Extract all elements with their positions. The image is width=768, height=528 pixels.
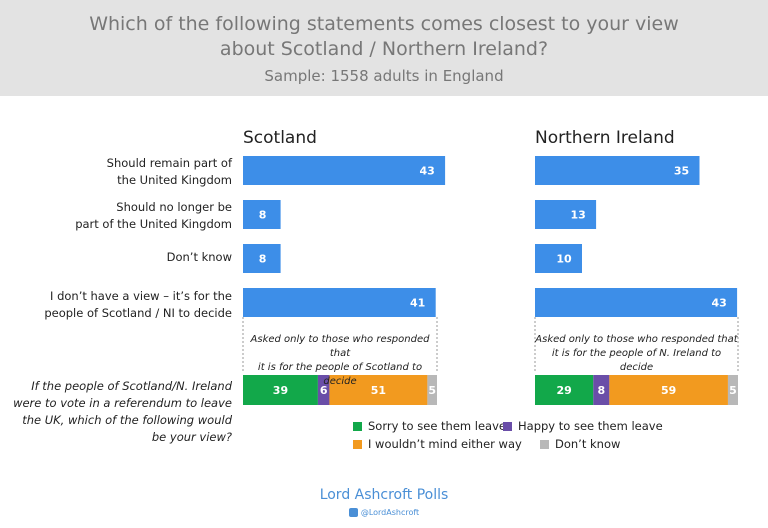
stack-label-northern-ireland-happy: 8: [597, 384, 605, 397]
stack-scotland-wouldnt-mind: [329, 375, 428, 405]
footer-handle: @LordAshcroft: [360, 508, 420, 517]
legend-item-wouldnt-mind: I wouldn’t mind either way: [353, 437, 522, 451]
stack-scotland-sorry: [243, 375, 318, 405]
header-banner: [0, 0, 768, 96]
bar-northern-ireland-leave: [535, 200, 597, 229]
bar-label-northern-ireland-leave: 13: [570, 209, 585, 222]
note-northern-ireland: Asked only to those who responded that i…: [535, 334, 738, 373]
bar-label-scotland-leave: 8: [259, 209, 267, 222]
stack-scotland-dont-know: [427, 375, 437, 405]
bar-scotland-dont-know: [243, 244, 281, 273]
panel-title-northern-ireland: Northern Ireland: [535, 128, 675, 148]
bar-label-northern-ireland-dont-know: 10: [556, 253, 572, 266]
chart-title-line2: about Scotland / Northern Ireland?: [219, 38, 549, 60]
legend-swatch-sorry: [353, 421, 362, 431]
row-label-leave: Should no longer be part of the United K…: [75, 200, 232, 231]
stack-northern-ireland-happy: [593, 375, 610, 405]
bar-northern-ireland-remain: [535, 156, 700, 185]
chart-subtitle: Sample: 1558 adults in England: [264, 67, 504, 85]
stack-label-scotland-sorry: 39: [273, 384, 288, 397]
row-label-referendum: If the people of Scotland/N. Ireland wer…: [13, 379, 232, 444]
row-label-dont-know: Don’t know: [166, 250, 232, 264]
legend-swatch-wouldnt-mind: [353, 439, 362, 449]
bar-label-scotland-dont-know: 8: [259, 253, 267, 266]
chart-title-line1: Which of the following statements comes …: [89, 13, 679, 35]
bar-label-northern-ireland-no-view: 43: [711, 297, 726, 310]
footer-brand: Lord Ashcroft Polls: [319, 487, 449, 503]
bar-northern-ireland-no-view: [535, 288, 738, 317]
bar-scotland-remain: [243, 156, 446, 185]
stack-northern-ireland-wouldnt-mind: [609, 375, 728, 405]
panel-title-scotland: Scotland: [243, 128, 317, 148]
stack-label-northern-ireland-wouldnt-mind: 59: [661, 384, 676, 397]
twitter-icon: [348, 508, 358, 517]
legend-item-dont-know: Don’t know: [540, 437, 620, 451]
legend-swatch-happy: [503, 421, 512, 431]
note-scotland: Asked only to those who responded that i…: [250, 334, 430, 387]
stack-scotland-happy: [317, 375, 330, 405]
legend-item-sorry: Sorry to see them leave: [353, 419, 506, 433]
stack-northern-ireland-sorry: [535, 375, 594, 405]
stack-label-scotland-dont-know: 5: [428, 384, 436, 397]
bar-scotland-no-view: [243, 288, 436, 317]
legend-swatch-dont-know: [540, 439, 549, 449]
bar-label-northern-ireland-remain: 35: [674, 165, 689, 178]
bar-scotland-leave: [243, 200, 281, 229]
stack-label-scotland-wouldnt-mind: 51: [371, 384, 386, 397]
bar-northern-ireland-dont-know: [535, 244, 582, 273]
stack-label-northern-ireland-dont-know: 5: [729, 384, 737, 397]
footer-handle-row: @LordAshcroft: [0, 508, 768, 517]
bar-label-scotland-no-view: 41: [410, 297, 425, 310]
row-label-remain: Should remain part of the United Kingdom: [106, 156, 232, 187]
row-label-no-view: I don’t have a view – it’s for the peopl…: [44, 289, 232, 320]
legend-item-happy: Happy to see them leave: [503, 419, 663, 433]
stack-label-scotland-happy: 6: [320, 384, 328, 397]
stack-label-northern-ireland-sorry: 29: [556, 384, 571, 397]
stack-northern-ireland-dont-know: [727, 375, 738, 405]
bar-label-scotland-remain: 43: [419, 165, 434, 178]
